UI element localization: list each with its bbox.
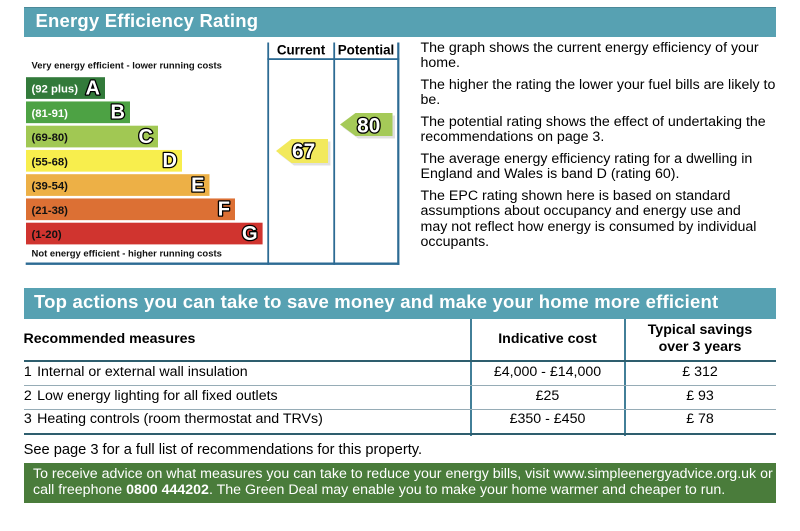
svg-text:67: 67 — [292, 140, 315, 163]
svg-text:(81-91): (81-91) — [32, 108, 69, 120]
svg-text:D: D — [163, 150, 177, 172]
svg-text:80: 80 — [357, 114, 380, 137]
svg-text:(69-80): (69-80) — [32, 132, 69, 144]
svg-text:Not energy efficient - higher: Not energy efficient - higher running co… — [32, 248, 222, 259]
svg-text:Potential: Potential — [338, 43, 395, 58]
svg-text:(39-54): (39-54) — [32, 181, 69, 193]
svg-text:Very energy efficient - lower: Very energy efficient - lower running co… — [32, 60, 222, 71]
svg-text:A: A — [86, 77, 100, 99]
svg-text:G: G — [242, 223, 258, 245]
svg-text:Current: Current — [277, 43, 326, 58]
svg-text:C: C — [139, 126, 153, 148]
svg-text:B: B — [111, 102, 125, 124]
svg-text:(92 plus): (92 plus) — [32, 84, 79, 96]
svg-text:(1-20): (1-20) — [32, 229, 62, 241]
svg-text:F: F — [218, 199, 230, 221]
svg-text:E: E — [191, 174, 204, 196]
svg-text:(21-38): (21-38) — [32, 205, 69, 217]
svg-text:(55-68): (55-68) — [32, 156, 69, 168]
